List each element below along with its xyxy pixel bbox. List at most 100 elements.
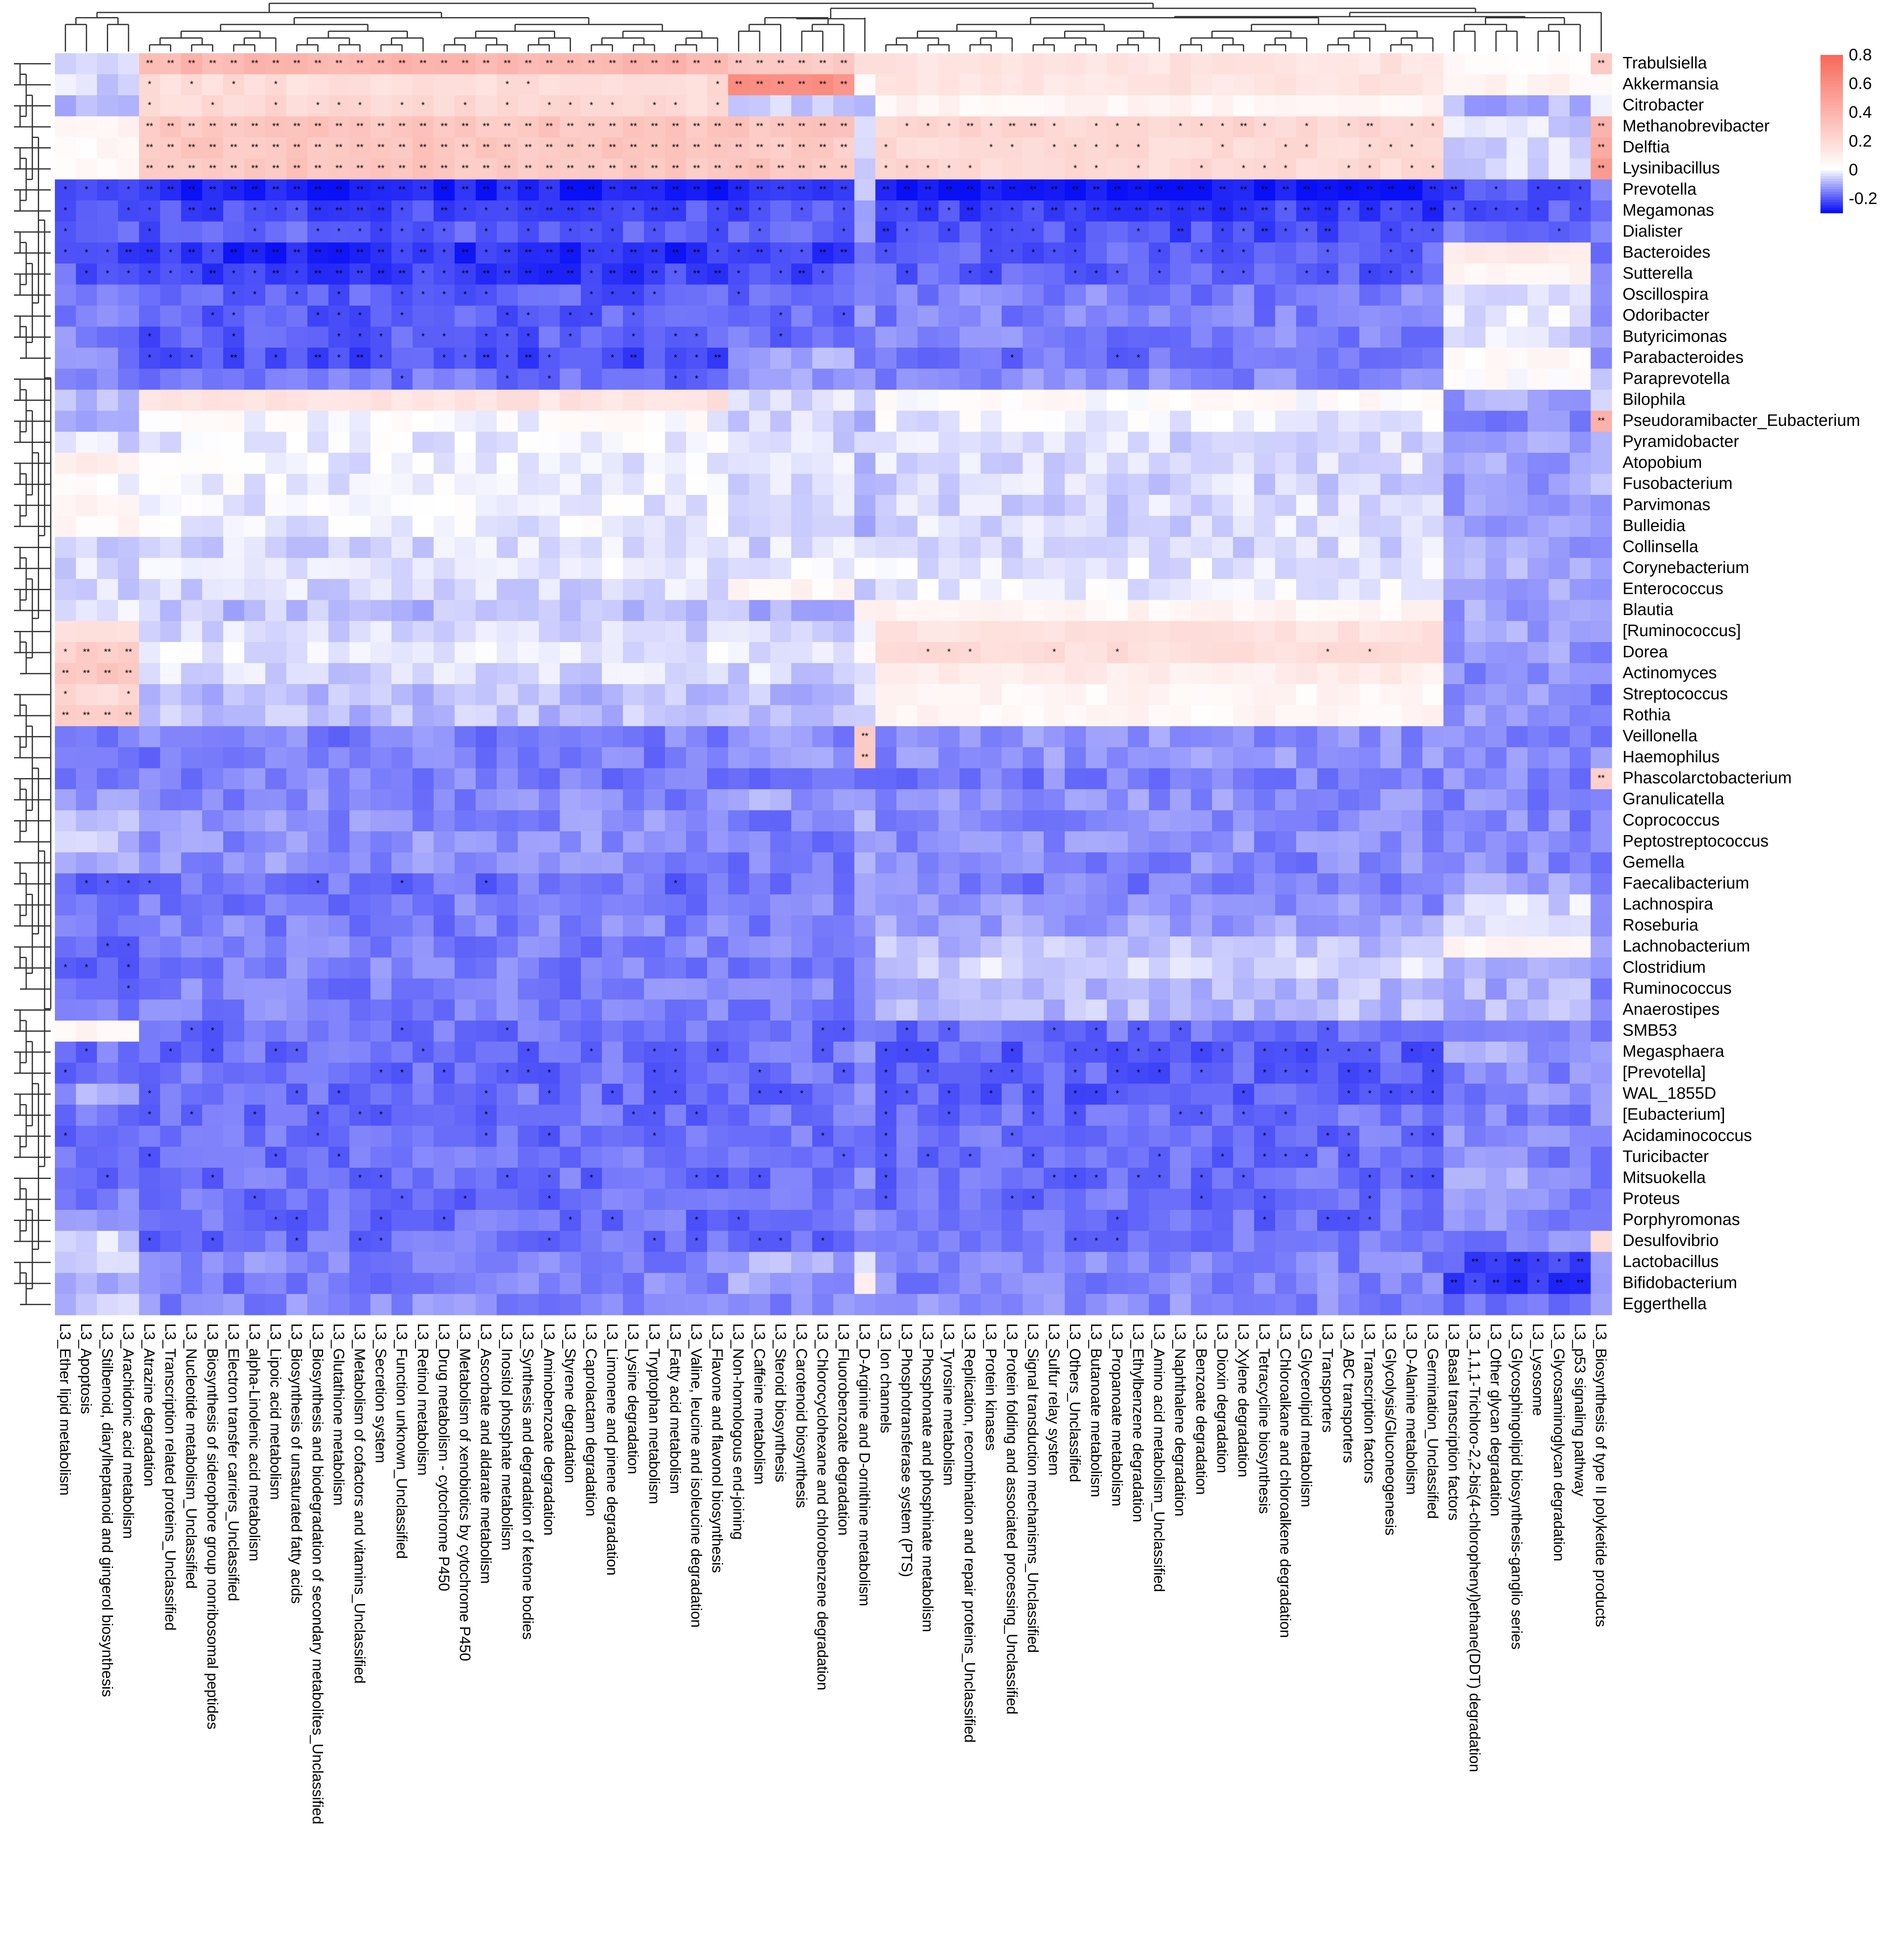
heatmap-cell xyxy=(1569,474,1591,495)
heatmap-cell xyxy=(1401,1147,1423,1168)
heatmap-cell xyxy=(1527,1147,1549,1168)
heatmap-cell xyxy=(1023,516,1044,537)
heatmap-cell xyxy=(1380,1063,1402,1084)
heatmap-cell xyxy=(959,432,981,453)
heatmap-cell xyxy=(518,390,539,411)
heatmap-cell xyxy=(560,579,581,601)
heatmap-cell xyxy=(223,347,245,369)
heatmap-cell xyxy=(412,263,434,285)
heatmap-cell xyxy=(560,516,581,537)
heatmap-cell xyxy=(981,242,1002,264)
heatmap-cell xyxy=(181,1125,203,1147)
heatmap-cell xyxy=(686,957,708,979)
heatmap-cell xyxy=(328,1147,350,1168)
heatmap-cell xyxy=(538,1168,560,1189)
heatmap-cell xyxy=(1043,95,1065,117)
heatmap-cell xyxy=(1170,684,1191,706)
heatmap-cell xyxy=(623,579,645,601)
heatmap-cell xyxy=(1043,894,1065,916)
heatmap-cell xyxy=(686,516,708,537)
heatmap-cell xyxy=(370,1210,392,1231)
heatmap-cell xyxy=(1065,1252,1086,1273)
heatmap-cell xyxy=(938,684,960,706)
heatmap-cell xyxy=(181,116,203,138)
heatmap-cell xyxy=(1233,915,1255,937)
heatmap-cell xyxy=(580,368,603,390)
heatmap-cell xyxy=(391,242,413,264)
heatmap-cell xyxy=(1065,558,1086,579)
heatmap-cell xyxy=(160,768,182,790)
heatmap-cell xyxy=(328,516,350,537)
heatmap-cell xyxy=(181,452,203,474)
heatmap-cell xyxy=(1591,137,1612,159)
heatmap-cell xyxy=(1275,978,1297,1000)
heatmap-cell xyxy=(328,768,350,790)
heatmap-cell xyxy=(602,326,623,348)
heatmap-cell xyxy=(791,390,813,411)
heatmap-cell xyxy=(728,1063,750,1084)
heatmap-cell xyxy=(1191,1125,1213,1147)
heatmap-cell xyxy=(55,1125,77,1147)
heatmap-cell xyxy=(454,474,476,495)
heatmap-cell xyxy=(770,957,792,979)
heatmap-cell xyxy=(981,894,1002,916)
heatmap-cell xyxy=(202,390,224,411)
heatmap-cell xyxy=(1569,326,1591,348)
heatmap-cell xyxy=(265,53,287,75)
heatmap-cell xyxy=(1507,1147,1528,1168)
heatmap-cell xyxy=(454,936,476,958)
heatmap-cell xyxy=(854,600,876,621)
heatmap-cell xyxy=(749,642,771,664)
heatmap-cell xyxy=(728,347,750,369)
heatmap-cell xyxy=(1464,1231,1486,1252)
heatmap-cell xyxy=(1275,768,1297,790)
heatmap-cell xyxy=(812,305,834,327)
heatmap-cell xyxy=(1212,705,1233,727)
heatmap-cell xyxy=(454,1231,476,1252)
heatmap-cell xyxy=(1527,558,1549,579)
heatmap-cell xyxy=(265,789,287,811)
heatmap-cell xyxy=(349,621,371,643)
heatmap-cell xyxy=(1422,537,1444,559)
heatmap-cell xyxy=(938,831,960,853)
heatmap-cell xyxy=(854,200,876,222)
heatmap-cell xyxy=(917,1063,939,1084)
heatmap-cell xyxy=(917,116,939,138)
heatmap-cell xyxy=(1149,1273,1171,1295)
heatmap-cell xyxy=(1275,600,1297,621)
heatmap-cell xyxy=(1212,158,1233,180)
heatmap-cell xyxy=(307,494,329,517)
heatmap-cell xyxy=(370,1063,392,1084)
heatmap-cell xyxy=(1422,936,1444,958)
heatmap-cell xyxy=(433,410,455,432)
heatmap-cell xyxy=(391,410,413,432)
heatmap-cell xyxy=(1086,1083,1107,1105)
heatmap-cell xyxy=(812,95,834,117)
heatmap-cell xyxy=(1149,242,1171,264)
heatmap-cell xyxy=(1065,852,1086,874)
heatmap-cell xyxy=(560,642,581,664)
heatmap-cell xyxy=(1527,1041,1549,1063)
heatmap-cell xyxy=(1338,621,1360,643)
heatmap-cell xyxy=(160,600,182,621)
heatmap-cell xyxy=(728,579,750,601)
heatmap-cell xyxy=(97,1021,119,1042)
heatmap-cell xyxy=(580,558,603,579)
heatmap-cell xyxy=(454,894,476,916)
heatmap-cell xyxy=(244,1021,266,1042)
heatmap-cell xyxy=(1464,95,1486,117)
heatmap-cell xyxy=(1212,1168,1233,1189)
significance-markers: ** ** ** ** ** ** ** ** ** ** ** ** ** ** ** ** ** ** ** **… xyxy=(62,58,1605,1288)
heatmap-cell xyxy=(1149,558,1171,579)
heatmap-cell xyxy=(496,915,518,937)
heatmap-cell xyxy=(412,221,434,243)
heatmap-cell xyxy=(1275,1021,1297,1042)
heatmap-cell xyxy=(560,831,581,853)
heatmap-cell xyxy=(349,1147,371,1168)
heatmap-cell xyxy=(896,1125,918,1147)
heatmap-cell xyxy=(686,74,708,96)
heatmap-cell xyxy=(307,410,329,432)
heatmap-cell xyxy=(686,789,708,811)
heatmap-cell xyxy=(223,432,245,453)
heatmap-cell xyxy=(1338,558,1360,579)
